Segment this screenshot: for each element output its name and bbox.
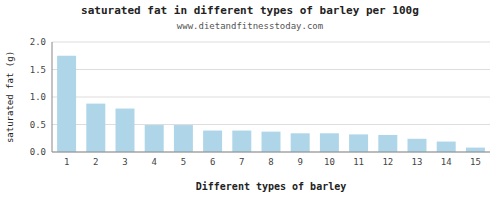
bar bbox=[174, 125, 193, 152]
x-tick-label: 6 bbox=[210, 157, 215, 167]
x-tick-label: 13 bbox=[412, 157, 423, 167]
x-tick-label: 5 bbox=[181, 157, 186, 167]
x-axis-label: Different types of barley bbox=[196, 181, 347, 192]
y-tick-label: 0.0 bbox=[30, 147, 46, 157]
bar bbox=[378, 135, 397, 152]
bar bbox=[466, 148, 485, 152]
y-tick-label: 1.5 bbox=[30, 65, 46, 75]
x-tick-label: 14 bbox=[441, 157, 452, 167]
bar bbox=[291, 133, 310, 152]
y-tick-label: 1.0 bbox=[30, 92, 46, 102]
bar bbox=[437, 142, 456, 152]
grid-line bbox=[52, 69, 490, 70]
bar bbox=[320, 133, 339, 152]
title: saturated fat in different types of barl… bbox=[81, 4, 419, 17]
x-tick-label: 8 bbox=[268, 157, 273, 167]
x-tick-label: 10 bbox=[324, 157, 335, 167]
y-tick-label: 0.5 bbox=[30, 120, 46, 130]
grid-line bbox=[52, 152, 490, 153]
subtitle: www.dietandfitnesstoday.com bbox=[177, 21, 323, 31]
x-tick-label: 12 bbox=[382, 157, 393, 167]
x-tick-label: 1 bbox=[64, 157, 69, 167]
grid-line bbox=[52, 42, 490, 43]
bar bbox=[203, 131, 222, 152]
grid-line bbox=[52, 97, 490, 98]
x-tick-label: 2 bbox=[93, 157, 98, 167]
x-tick-label: 4 bbox=[151, 157, 156, 167]
bar bbox=[262, 132, 281, 152]
x-tick-label: 15 bbox=[470, 157, 481, 167]
bar bbox=[145, 125, 164, 152]
bar bbox=[86, 104, 105, 152]
bar bbox=[57, 56, 76, 152]
y-tick-label: 2.0 bbox=[30, 37, 46, 47]
x-tick-label: 11 bbox=[353, 157, 364, 167]
bar bbox=[408, 139, 427, 152]
x-tick-label: 9 bbox=[297, 157, 302, 167]
bars bbox=[57, 56, 485, 152]
x-tick-label: 7 bbox=[239, 157, 244, 167]
bar bbox=[116, 109, 135, 152]
chart: saturated fat in different types of barl… bbox=[0, 0, 500, 200]
bar bbox=[232, 131, 251, 152]
x-axis bbox=[52, 152, 490, 153]
y-axis bbox=[52, 42, 53, 152]
y-axis-label: saturated fat (g) bbox=[5, 51, 15, 143]
x-tick-label: 3 bbox=[122, 157, 127, 167]
bar bbox=[349, 134, 368, 152]
